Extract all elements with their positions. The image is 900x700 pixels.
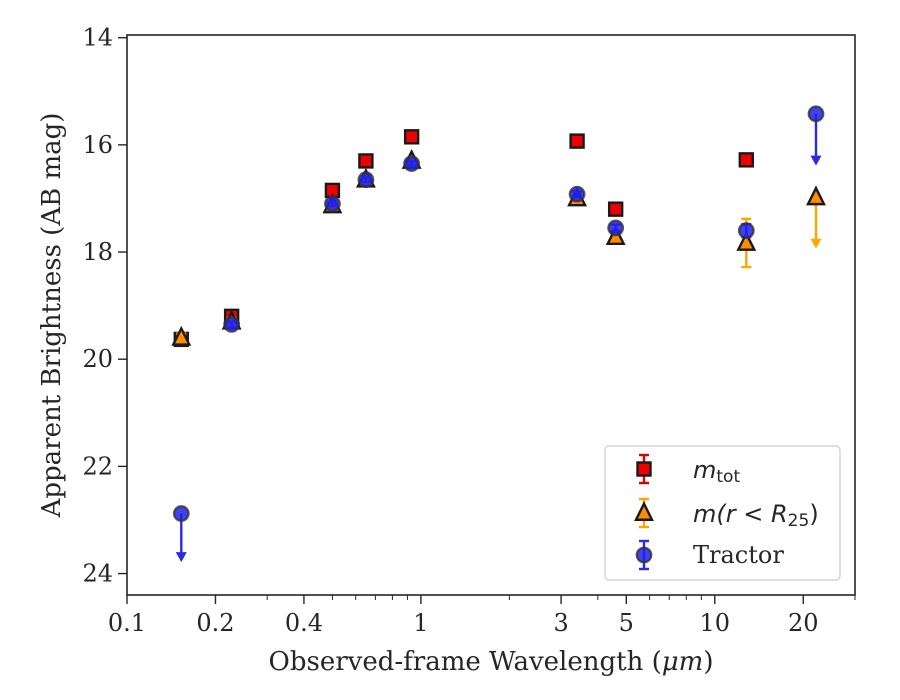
data-point-circle — [807, 105, 825, 166]
data-point-circle — [737, 222, 755, 239]
axes: 0.1 0.2 0.4 1 3 5 10 20 14 16 18 20 22 24 — [82, 24, 856, 637]
x-tick-label: 3 — [553, 609, 568, 637]
data-point-square — [324, 182, 341, 199]
marker-square — [403, 129, 420, 145]
data-point-circle — [607, 219, 625, 237]
upper-limit-arrowhead — [810, 155, 822, 166]
legend-marker-square — [636, 453, 652, 485]
y-tick-label: 22 — [82, 452, 113, 480]
data-point-circle — [223, 315, 241, 333]
x-tick-label: 5 — [619, 609, 634, 637]
y-tick-label: 24 — [82, 560, 113, 588]
legend-symbol-square — [636, 461, 652, 477]
legend-entry-tractor: Tractor — [635, 539, 784, 571]
marker-triangle — [171, 325, 192, 346]
y-axis-label: Apparent Brightness (AB mag) — [37, 113, 67, 519]
data-point-square — [358, 153, 374, 169]
data-point-circle — [357, 171, 375, 189]
x-axis-label: Observed-frame Wavelength (μm) — [269, 647, 714, 677]
plot-frame — [126, 34, 856, 596]
data-point-circle — [403, 155, 421, 173]
marker-circle — [807, 105, 825, 123]
data-point-square — [607, 201, 624, 217]
legend-label-tractor: Tractor — [693, 541, 784, 569]
y-tick-label: 14 — [82, 24, 113, 52]
x-tick-label: 20 — [788, 609, 819, 637]
marker-circle — [403, 155, 421, 173]
marker-circle — [568, 185, 586, 203]
marker-circle — [607, 219, 625, 237]
marker-circle — [357, 171, 375, 189]
data-point-circle — [324, 195, 341, 213]
marker-square — [569, 133, 585, 149]
data-point-square — [403, 129, 420, 145]
data-point-circle — [568, 185, 586, 203]
series-triangle — [171, 148, 826, 346]
legend-symbol-circle — [635, 546, 653, 564]
legend-marker-triangle — [634, 497, 654, 529]
data-point-triangle — [806, 185, 826, 249]
marker-circle — [223, 315, 241, 333]
marker-square — [358, 153, 374, 169]
upper-limit-arrowhead — [175, 552, 187, 563]
legend-label-m-r-r25: m(r < R25) — [693, 500, 819, 531]
data-point-circle — [172, 505, 190, 563]
legend-entry-m-r-r25: m(r < R25) — [634, 497, 819, 531]
marker-triangle — [806, 185, 826, 206]
series-square — [173, 129, 754, 348]
y-tick-label: 16 — [82, 131, 113, 159]
x-tick-label: 0.2 — [196, 609, 234, 637]
legend-label-mtot: mtot — [693, 456, 740, 487]
marker-triangle — [736, 230, 757, 251]
data-point-triangle — [171, 325, 192, 346]
y-tick-label: 18 — [82, 238, 113, 266]
marker-square — [607, 201, 624, 217]
legend: mtot m(r < R25) Tractor — [604, 445, 841, 581]
upper-limit-arrowhead — [810, 238, 822, 249]
marker-circle — [324, 195, 341, 213]
marker-square — [738, 152, 754, 168]
x-tick-label: 0.1 — [108, 609, 146, 637]
series-circle — [172, 105, 825, 563]
plot-area — [171, 105, 826, 563]
x-tick-label: 1 — [413, 609, 428, 637]
legend-frame — [604, 445, 841, 581]
legend-entry-mtot: mtot — [636, 453, 740, 487]
marker-circle — [737, 222, 755, 239]
data-point-square — [738, 152, 754, 168]
data-point-square — [569, 133, 585, 149]
marker-circle — [172, 505, 190, 522]
legend-marker-circle — [635, 539, 653, 571]
x-tick-label: 10 — [700, 609, 731, 637]
y-tick-label: 20 — [82, 345, 113, 373]
x-tick-label: 0.4 — [285, 609, 323, 637]
legend-symbol-triangle — [634, 501, 654, 521]
